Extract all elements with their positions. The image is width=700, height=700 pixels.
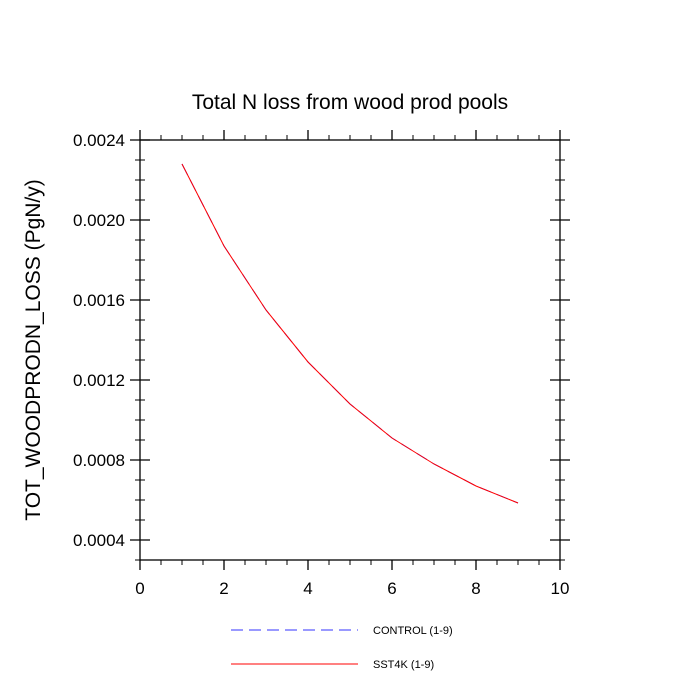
x-tick-label: 4 <box>303 579 312 598</box>
plot-frame <box>139 139 561 561</box>
y-axis-label: TOT_WOODPRODN_LOSS (PgN/y) <box>22 179 45 521</box>
y-tick-label: 0.0004 <box>73 531 125 550</box>
x-tick-label: 10 <box>551 579 570 598</box>
series-line-0 <box>181 163 519 504</box>
legend: CONTROL (1-9) SST4K (1-9) <box>231 625 453 671</box>
legend-label-1: SST4K (1-9) <box>373 659 434 671</box>
x-tick-label: 0 <box>135 579 144 598</box>
y-tick-label: 0.0012 <box>73 371 125 390</box>
x-tick-label: 6 <box>387 579 396 598</box>
y-tick-label: 0.0024 <box>73 131 125 150</box>
x-tick-label: 2 <box>219 579 228 598</box>
axis-ticks: 0 2 4 6 8 10 0.0004 0.0008 0.0012 0.0016 0.0020 0.0… <box>73 130 570 598</box>
series-line-1 <box>181 163 519 504</box>
y-tick-label: 0.0020 <box>73 211 125 230</box>
series-lines <box>181 163 519 504</box>
chart-title: Total N loss from wood prod pools <box>192 91 508 114</box>
y-tick-label: 0.0008 <box>73 451 125 470</box>
x-tick-label: 8 <box>471 579 480 598</box>
y-tick-label: 0.0016 <box>73 291 125 310</box>
legend-label-0: CONTROL (1-9) <box>373 625 453 637</box>
